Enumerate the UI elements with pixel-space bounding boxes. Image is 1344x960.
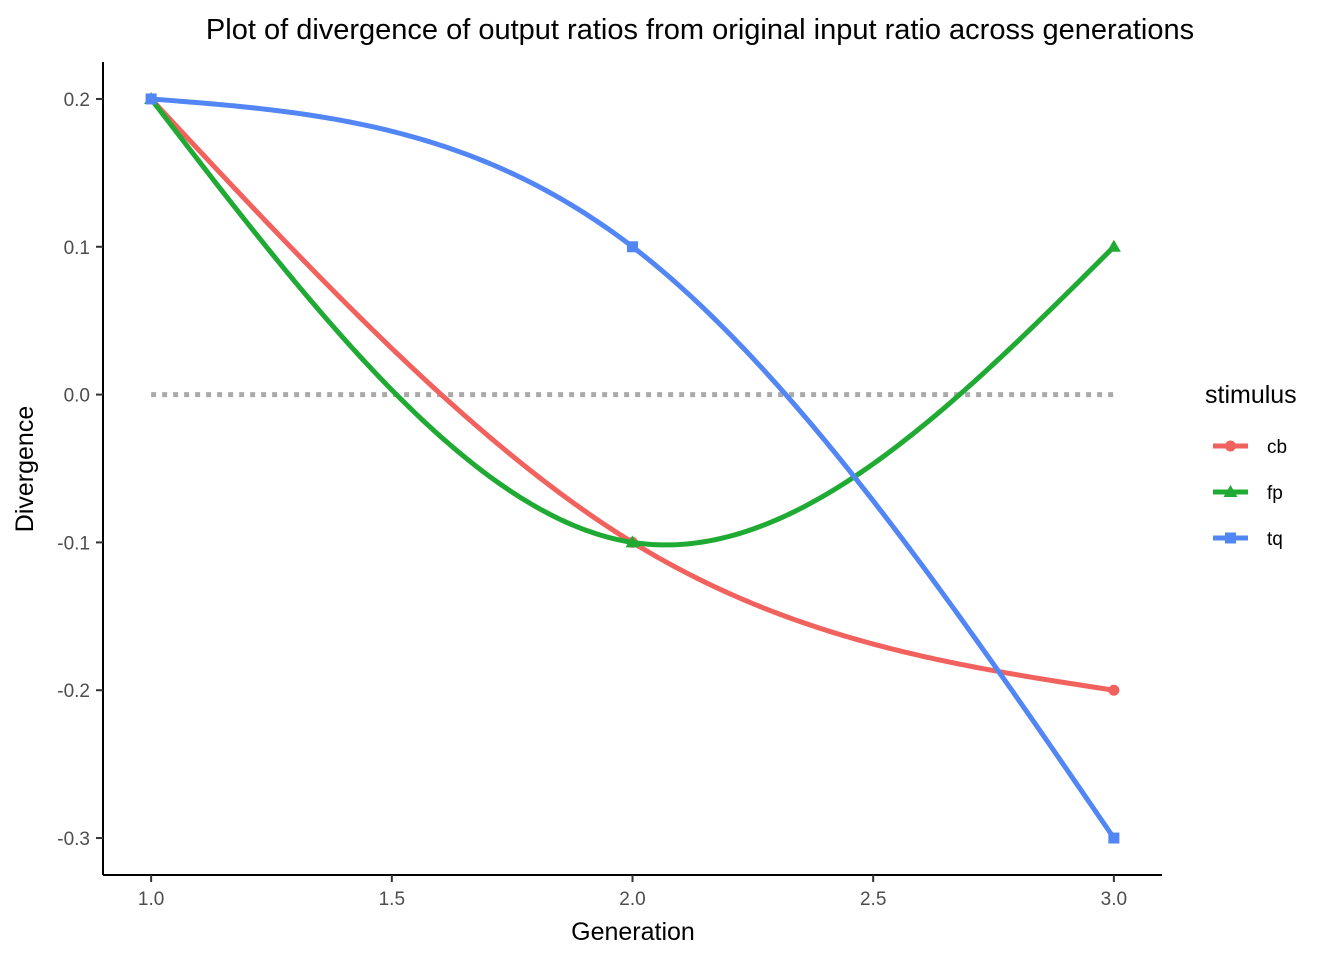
y-tick-label: -0.3 <box>57 829 90 850</box>
legend-item-fp: fp <box>1213 483 1283 504</box>
data-point-fp <box>625 535 640 548</box>
legend-title: stimulus <box>1205 381 1297 409</box>
y-tick-label: 0.0 <box>64 386 90 407</box>
legend-label: tq <box>1267 529 1283 550</box>
x-tick-label: 2.0 <box>619 889 645 910</box>
y-tick-label: -0.2 <box>57 681 90 702</box>
x-axis-title: Generation <box>571 918 695 946</box>
data-point-cb <box>1108 684 1120 696</box>
y-tick-label: 0.2 <box>64 90 90 111</box>
legend-label: cb <box>1267 437 1287 458</box>
x-tick-label: 1.5 <box>379 889 405 910</box>
x-tick-label: 1.0 <box>138 889 164 910</box>
y-tick-label: 0.1 <box>64 238 90 259</box>
data-point-tq <box>627 241 638 253</box>
legend-key-marker <box>1223 485 1238 497</box>
plot-area: 1.0 1.5 2.0 2.5 3.0 0.2 0.1 0.0 -0.1 -0.2 -0.3 <box>57 62 1162 910</box>
legend-label: fp <box>1267 483 1283 504</box>
x-tick-label: 3.0 <box>1101 889 1127 910</box>
y-tick-label: -0.1 <box>57 533 90 554</box>
legend-key-marker <box>1225 532 1236 544</box>
data-point-fp <box>1106 239 1121 252</box>
series-line-tq <box>150 96 1116 840</box>
legend-item-tq: tq <box>1213 529 1283 550</box>
y-axis-title: Divergence <box>11 406 39 532</box>
series-line-fp <box>149 97 1116 548</box>
legend: stimulus cb fp tq <box>1205 381 1297 550</box>
x-tick-label: 2.5 <box>860 889 886 910</box>
data-point-tq <box>1108 832 1120 844</box>
data-point-tq <box>145 93 157 105</box>
chart-title: Plot of divergence of output ratios from… <box>206 14 1194 46</box>
legend-key-marker <box>1225 440 1236 452</box>
legend-item-cb: cb <box>1213 437 1287 458</box>
